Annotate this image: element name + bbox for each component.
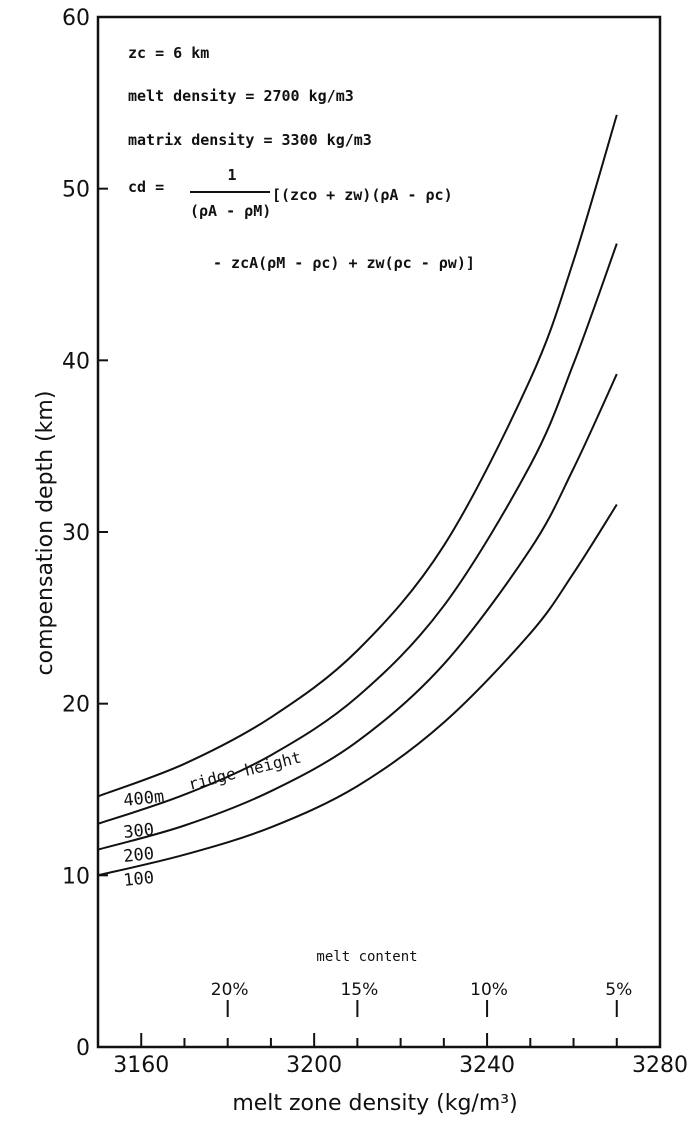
y-tick-label: 50 <box>62 178 90 203</box>
annotation-matrix-density: matrix density = 3300 kg/m3 <box>128 131 372 149</box>
x-tick-label: 3160 <box>113 1053 169 1078</box>
annotation-zc: zc = 6 km <box>128 44 209 62</box>
y-tick-label: 20 <box>62 693 90 718</box>
curve-label: 300 <box>122 820 155 843</box>
x-tick-label: 3200 <box>286 1053 342 1078</box>
formula-line1: [(zco + zw)(ρA - ρc) <box>272 186 453 204</box>
y-tick-label: 60 <box>62 6 90 31</box>
secondary-axis-label: melt content <box>316 949 417 965</box>
formula-lhs: cd = <box>128 178 164 196</box>
melt-content-label: 20% <box>211 980 249 1000</box>
formula-line2: - zcA(ρM - ρc) + zw(ρc - ρw)] <box>213 254 475 272</box>
curve-label: 200 <box>122 844 155 867</box>
melt-content-label: 10% <box>470 980 508 1000</box>
x-axis-label: melt zone density (kg/m³) <box>232 1091 517 1116</box>
y-tick-label: 30 <box>62 521 90 546</box>
melt-content-label: 15% <box>340 980 378 1000</box>
melt-content-axis: 20% 15% 10% 5% <box>211 980 632 1017</box>
curve-300 <box>97 243 618 825</box>
plot-frame <box>96 15 662 1049</box>
curves-group <box>97 114 618 877</box>
x-tick-label: 3280 <box>632 1053 688 1078</box>
curve-100 <box>97 503 618 877</box>
y-tick-label: 40 <box>62 349 90 374</box>
curve-200 <box>97 373 618 851</box>
annotation-melt-density: melt density = 2700 kg/m3 <box>128 87 354 105</box>
melt-content-label: 5% <box>605 980 632 1000</box>
curve-label: 100 <box>122 868 155 891</box>
axes-group <box>96 15 662 1049</box>
formula-numerator: 1 <box>227 166 236 184</box>
y-axis-label: compensation depth (km) <box>33 391 58 676</box>
y-tick-label: 0 <box>76 1036 90 1061</box>
ticks-group: 0 10 20 30 40 50 60 3160 3200 3240 3280 <box>62 6 688 1078</box>
y-tick-label: 10 <box>62 864 90 889</box>
curve-label: 400m <box>122 787 165 811</box>
curve-400m <box>97 114 618 798</box>
x-tick-label: 3240 <box>459 1053 515 1078</box>
formula-denominator: (ρA - ρM) <box>190 202 271 220</box>
